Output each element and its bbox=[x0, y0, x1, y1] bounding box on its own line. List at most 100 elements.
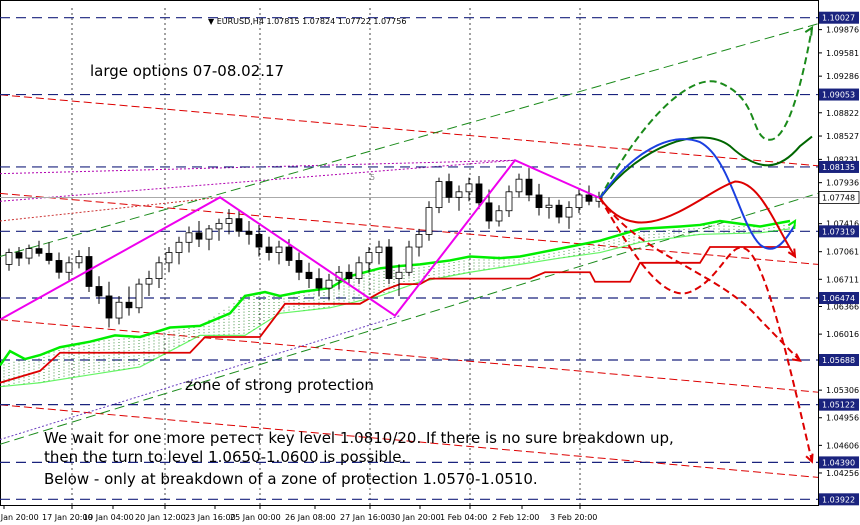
price-label-bg bbox=[819, 88, 859, 101]
candle-body bbox=[15, 252, 23, 259]
x-tick-label: 19 Jan 04:00 bbox=[83, 513, 134, 522]
green-channel-line bbox=[0, 192, 819, 445]
candle-body bbox=[575, 194, 583, 208]
candle-body bbox=[405, 246, 413, 273]
candle-body bbox=[305, 271, 313, 279]
annotation-line-3: Below - only at breakdown of a zone of p… bbox=[44, 470, 538, 488]
candle-body bbox=[175, 241, 183, 253]
price-label-bg bbox=[819, 398, 859, 411]
x-tick-label: 25 Jan 00:00 bbox=[230, 513, 281, 522]
current-price-label-bg bbox=[818, 191, 860, 204]
price-label-bg bbox=[819, 456, 859, 469]
annotation-line-1: We wait for one more ретест key level 1.… bbox=[44, 429, 674, 447]
candle-body bbox=[585, 194, 593, 202]
candle-body bbox=[65, 262, 73, 273]
red-channel-line bbox=[0, 94, 819, 167]
x-tick-label: 23 Jan 16:00 bbox=[185, 513, 236, 522]
price-label-bg bbox=[819, 291, 859, 304]
red-dotted-line bbox=[0, 196, 221, 222]
candle-body bbox=[515, 178, 523, 193]
candle-body bbox=[445, 181, 453, 198]
y-tick-label: 1.07936 bbox=[826, 179, 859, 188]
red-channel-line bbox=[0, 192, 819, 265]
chart-title: large options 07-08.02.17 bbox=[90, 62, 284, 80]
purple-dotted-line bbox=[0, 315, 401, 440]
price-label: 1.05688 bbox=[822, 356, 855, 365]
x-tick-label: 3 Feb 20:00 bbox=[550, 513, 597, 522]
candle-body bbox=[275, 246, 283, 253]
candle-body bbox=[5, 252, 13, 265]
candle-body bbox=[355, 262, 363, 279]
candle-body bbox=[195, 232, 203, 240]
candle-body bbox=[95, 286, 103, 297]
ichimoku-span-a bbox=[0, 219, 791, 367]
red-channel-line bbox=[0, 319, 819, 393]
current-price-label: 1.07748 bbox=[822, 193, 855, 202]
y-tick-label: 1.06711 bbox=[826, 275, 859, 284]
price-label: 1.03922 bbox=[822, 495, 855, 504]
price-label: 1.09053 bbox=[822, 91, 855, 100]
price-label-bg bbox=[819, 493, 859, 506]
candle-body bbox=[425, 207, 433, 235]
annotation-zone: zone of strong protection bbox=[185, 376, 374, 394]
arrowhead bbox=[805, 453, 814, 464]
price-label: 1.10027 bbox=[822, 14, 855, 23]
candle-body bbox=[505, 191, 513, 212]
y-tick-label: 1.09581 bbox=[826, 49, 859, 58]
candle-body bbox=[295, 260, 303, 273]
plot-frame bbox=[0, 0, 819, 506]
scenario-red bbox=[599, 180, 796, 258]
price-label: 1.04390 bbox=[822, 458, 855, 467]
arrowhead bbox=[804, 25, 814, 36]
price-label-bg bbox=[819, 354, 859, 367]
scenario-green-solid bbox=[599, 135, 813, 199]
candle-body bbox=[135, 283, 143, 309]
candle-body bbox=[325, 279, 333, 289]
y-tick-label: 1.04956 bbox=[826, 414, 859, 423]
candle-body bbox=[115, 301, 123, 319]
scenario-red-down bbox=[599, 197, 813, 462]
scenario-red-down-2 bbox=[599, 197, 801, 362]
channel-label: 5 bbox=[370, 173, 375, 182]
candle-body bbox=[255, 234, 263, 248]
y-tick-label: 1.09876 bbox=[826, 26, 859, 35]
candle-body bbox=[545, 204, 553, 208]
candle-body bbox=[365, 252, 373, 264]
candle-body bbox=[345, 271, 353, 279]
candle-body bbox=[265, 246, 273, 253]
y-tick-label: 1.09286 bbox=[826, 72, 859, 81]
arrowhead bbox=[787, 219, 797, 230]
candle-body bbox=[55, 260, 63, 273]
candle-body bbox=[455, 191, 463, 198]
candle-body bbox=[205, 228, 213, 240]
x-tick-label: 2 Feb 12:00 bbox=[492, 513, 539, 522]
candle-body bbox=[285, 246, 293, 261]
candle-body bbox=[315, 278, 323, 289]
candle-body bbox=[375, 246, 383, 253]
y-tick-label: 1.08822 bbox=[826, 109, 859, 118]
candle-body bbox=[155, 262, 163, 279]
y-tick-label: 1.07061 bbox=[826, 248, 859, 257]
y-tick-label: 1.08231 bbox=[826, 155, 859, 164]
y-tick-label: 1.06016 bbox=[826, 330, 859, 339]
arrowhead bbox=[787, 248, 797, 259]
scenario-green-up bbox=[599, 27, 813, 199]
price-label: 1.07319 bbox=[822, 227, 855, 236]
x-tick-label: 1 Feb 04:00 bbox=[440, 513, 487, 522]
candle-body bbox=[165, 252, 173, 264]
x-tick-label: 16 Jan 20:00 bbox=[0, 513, 39, 522]
candle-body bbox=[35, 248, 43, 254]
y-tick-label: 1.04606 bbox=[826, 441, 859, 450]
symbol-header: ▼ EURUSD,H4 1.07815 1.07824 1.07722 1.07… bbox=[208, 17, 406, 26]
y-tick-label: 1.04256 bbox=[826, 469, 859, 478]
candle-body bbox=[45, 252, 53, 261]
candle-body bbox=[215, 222, 223, 230]
candle-body bbox=[145, 278, 153, 285]
candle-body bbox=[555, 204, 563, 218]
x-tick-label: 26 Jan 08:00 bbox=[285, 513, 336, 522]
candle-body bbox=[75, 256, 83, 264]
y-tick-label: 1.05306 bbox=[826, 386, 859, 395]
candle-body bbox=[565, 207, 573, 218]
